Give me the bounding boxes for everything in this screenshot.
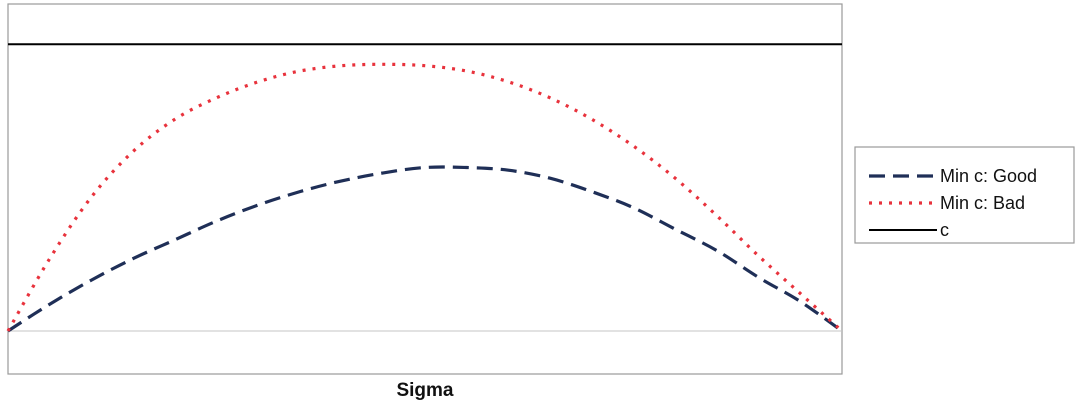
legend-items: Min c: Good Min c: Bad c [869, 166, 1037, 240]
legend-label-min-c-bad: Min c: Bad [940, 193, 1025, 213]
series-line-min-c-bad [6, 62, 844, 333]
legend: Min c: Good Min c: Bad c [854, 146, 1075, 244]
series-line-min-c-good [7, 165, 843, 333]
legend-box [854, 146, 1075, 244]
legend-item-min-c-bad: Min c: Bad [869, 193, 1025, 213]
x-axis-title: Sigma [396, 380, 453, 401]
plot-frame [7, 3, 843, 375]
series-layer [6, 43, 844, 333]
legend-label-c: c [940, 220, 949, 240]
legend-item-c: c [869, 220, 949, 240]
legend-label-min-c-good: Min c: Good [940, 166, 1037, 186]
legend-item-min-c-good: Min c: Good [869, 166, 1037, 186]
